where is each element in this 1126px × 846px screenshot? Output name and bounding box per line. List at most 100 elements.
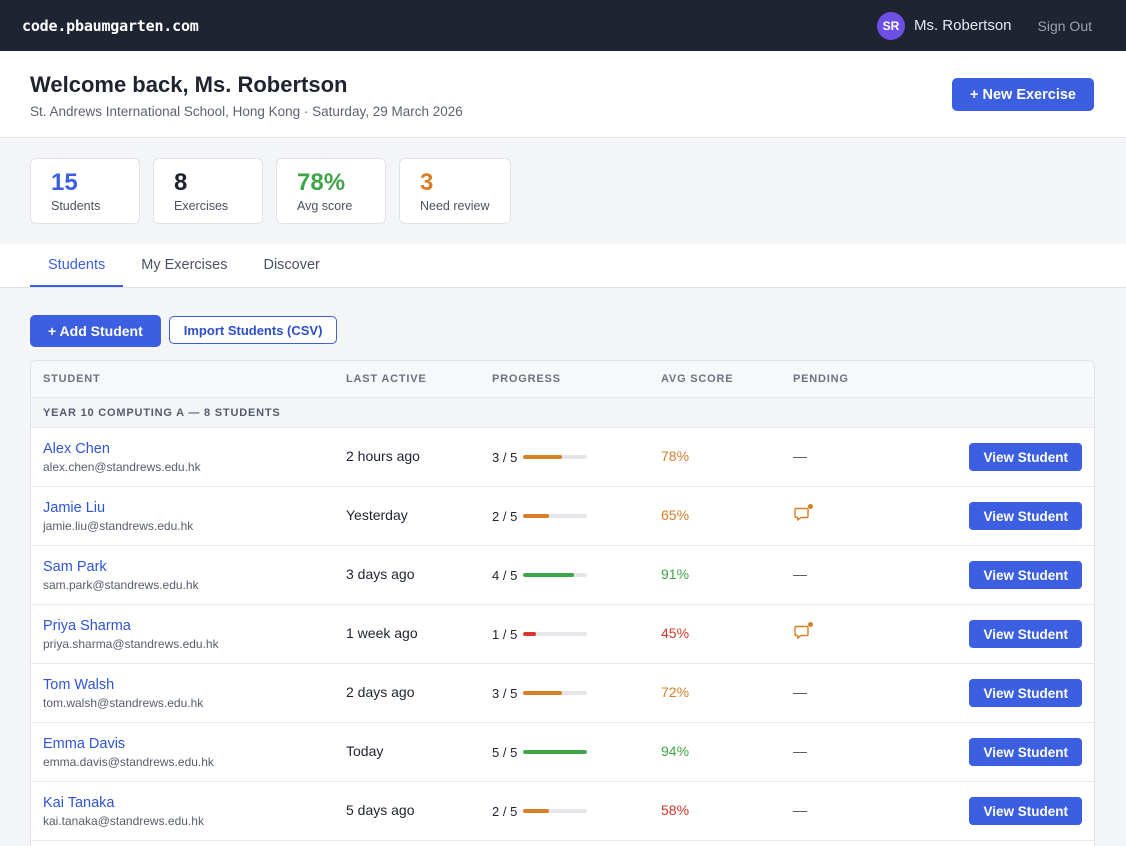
- last-active: 5 days ago: [346, 802, 415, 818]
- student-name-link[interactable]: Kai Tanaka: [43, 794, 115, 811]
- column-header-pending: PENDING: [793, 373, 849, 385]
- stat-value: 15: [51, 169, 78, 196]
- progress-bar-fill: [523, 691, 562, 695]
- student-name-link[interactable]: Alex Chen: [43, 440, 110, 457]
- progress-bar: [523, 632, 588, 636]
- progress-cell: 5 / 5: [492, 745, 661, 760]
- comment-alert-icon[interactable]: [793, 503, 813, 523]
- progress-bar-fill: [523, 455, 562, 459]
- new-exercise-button[interactable]: + New Exercise: [951, 78, 1094, 111]
- table-row: Emma Davis emma.davis@standrews.edu.hk Tod…: [31, 723, 1094, 782]
- pending-none: —: [793, 684, 807, 700]
- last-active: 3 days ago: [346, 566, 415, 582]
- progress-cell: 4 / 5: [492, 568, 661, 583]
- stat-card-need-review: 3 Need review: [399, 158, 511, 224]
- pending-none: —: [793, 743, 807, 759]
- column-header-progress: PROGRESS: [492, 373, 561, 385]
- student-cell: Jamie Liu jamie.liu@standrews.edu.hk: [31, 500, 346, 533]
- avg-score: 94%: [661, 743, 690, 759]
- progress-count: 2 / 5: [492, 508, 518, 524]
- tab-students[interactable]: Students: [30, 244, 124, 287]
- student-cell: Kai Tanaka kai.tanaka@standrews.edu.hk: [31, 795, 346, 828]
- students-table: STUDENT LAST ACTIVE PROGRESS AVG SCORE P…: [30, 360, 1095, 846]
- student-email: priya.sharma@standrews.edu.hk: [43, 636, 219, 651]
- pending-cell: [793, 503, 913, 528]
- progress-count: 4 / 5: [492, 567, 518, 583]
- stats-row: 15 Students 8 Exercises 78% Avg score 3 …: [0, 138, 1126, 244]
- column-header-last-active: LAST ACTIVE: [346, 373, 427, 385]
- stat-value: 3: [420, 169, 434, 196]
- pending-cell: —: [793, 743, 913, 761]
- tab-discover[interactable]: Discover: [263, 257, 320, 273]
- add-student-button[interactable]: + Add Student: [30, 315, 161, 347]
- student-cell: Emma Davis emma.davis@standrews.edu.hk: [31, 736, 346, 769]
- view-student-button[interactable]: View Student: [969, 679, 1082, 707]
- view-student-button[interactable]: View Student: [969, 443, 1082, 471]
- action-cell: View Student: [913, 738, 1094, 766]
- avg-score-cell: 78%: [661, 448, 793, 466]
- action-cell: View Student: [913, 679, 1094, 707]
- student-cell: Tom Walsh tom.walsh@standrews.edu.hk: [31, 677, 346, 710]
- column-header-student: STUDENT: [43, 373, 101, 385]
- import-students-button[interactable]: Import Students (CSV): [168, 316, 338, 344]
- student-email: emma.davis@standrews.edu.hk: [43, 754, 214, 769]
- avatar[interactable]: SR: [876, 11, 905, 40]
- pending-none: —: [793, 566, 807, 582]
- progress-bar: [523, 809, 588, 813]
- avg-score-cell: 58%: [661, 802, 793, 820]
- progress-cell: 1 / 5: [492, 627, 661, 642]
- view-student-button[interactable]: View Student: [969, 561, 1082, 589]
- avg-score: 72%: [661, 684, 690, 700]
- view-student-button[interactable]: View Student: [969, 502, 1082, 530]
- pending-none: —: [793, 802, 807, 818]
- view-student-button[interactable]: View Student: [969, 620, 1082, 648]
- view-student-button[interactable]: View Student: [969, 738, 1082, 766]
- stat-label: Students: [51, 199, 101, 213]
- stat-value: 8: [174, 169, 188, 196]
- last-active-cell: 2 hours ago: [346, 448, 492, 466]
- notification-dot: [808, 621, 813, 627]
- student-actions: + Add Student Import Students (CSV): [0, 288, 1126, 360]
- student-name-link[interactable]: Sam Park: [43, 558, 107, 575]
- last-active-cell: 1 week ago: [346, 625, 492, 643]
- student-email: tom.walsh@standrews.edu.hk: [43, 695, 204, 710]
- comment-alert-icon[interactable]: [793, 621, 813, 641]
- table-row: Priya Sharma priya.sharma@standrews.edu.h…: [31, 605, 1094, 664]
- last-active-cell: 3 days ago: [346, 566, 492, 584]
- student-name-link[interactable]: Emma Davis: [43, 735, 126, 752]
- progress-cell: 2 / 5: [492, 804, 661, 819]
- action-cell: View Student: [913, 620, 1094, 648]
- last-active: Yesterday: [346, 507, 408, 523]
- student-name-link[interactable]: Priya Sharma: [43, 617, 131, 634]
- action-cell: View Student: [913, 561, 1094, 589]
- brand-logo[interactable]: code.pbaumgarten.com: [22, 16, 199, 35]
- pending-none: —: [793, 448, 807, 464]
- table-body: Alex Chen alex.chen@standrews.edu.hk 2 hou…: [31, 428, 1094, 841]
- sign-out-link[interactable]: Sign Out: [1037, 17, 1092, 34]
- progress-bar-fill: [523, 573, 575, 577]
- progress-bar: [523, 514, 588, 518]
- last-active: 1 week ago: [346, 625, 418, 641]
- user-name: Ms. Robertson: [913, 17, 1012, 34]
- avg-score-cell: 91%: [661, 566, 793, 584]
- last-active-cell: Today: [346, 743, 492, 761]
- avg-score-cell: 94%: [661, 743, 793, 761]
- student-email: kai.tanaka@standrews.edu.hk: [43, 813, 204, 828]
- student-cell: Alex Chen alex.chen@standrews.edu.hk: [31, 441, 346, 474]
- student-name-link[interactable]: Jamie Liu: [43, 499, 106, 516]
- stat-card-students: 15 Students: [30, 158, 140, 224]
- progress-cell: 3 / 5: [492, 450, 661, 465]
- page-title: Welcome back, Ms. Robertson: [30, 72, 348, 97]
- progress-count: 3 / 5: [492, 685, 518, 701]
- action-cell: View Student: [913, 797, 1094, 825]
- view-student-button[interactable]: View Student: [969, 797, 1082, 825]
- student-name-link[interactable]: Tom Walsh: [43, 676, 115, 693]
- pending-cell: —: [793, 684, 913, 702]
- progress-bar-fill: [523, 514, 549, 518]
- table-row: Jamie Liu jamie.liu@standrews.edu.hk Yeste…: [31, 487, 1094, 546]
- progress-count: 2 / 5: [492, 803, 518, 819]
- tab-my-exercises[interactable]: My Exercises: [141, 257, 228, 273]
- student-cell: Priya Sharma priya.sharma@standrews.edu.h…: [31, 618, 346, 651]
- student-cell: Sam Park sam.park@standrews.edu.hk: [31, 559, 346, 592]
- last-active-cell: 5 days ago: [346, 802, 492, 820]
